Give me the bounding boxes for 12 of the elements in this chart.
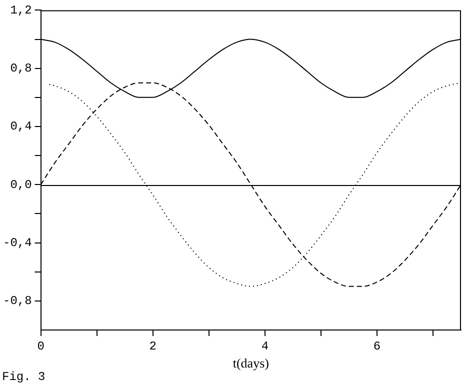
- x-tick-label: 0: [37, 339, 44, 354]
- caption: Fig. 3: [2, 370, 46, 384]
- y-tick-label: 1,2: [10, 3, 32, 18]
- y-tick-label: 0,0: [10, 178, 32, 192]
- y-tick-label: 0,4: [10, 120, 32, 134]
- y-tick-label: 0,8: [10, 62, 32, 76]
- x-tick-label: 6: [373, 339, 381, 354]
- x-axis-title: t(days): [232, 356, 269, 371]
- y-tick-label: -0,8: [2, 294, 32, 308]
- x-tick-label: 2: [149, 339, 156, 354]
- x-tick-label: 4: [261, 339, 269, 354]
- y-tick-label: -0,4: [2, 236, 32, 250]
